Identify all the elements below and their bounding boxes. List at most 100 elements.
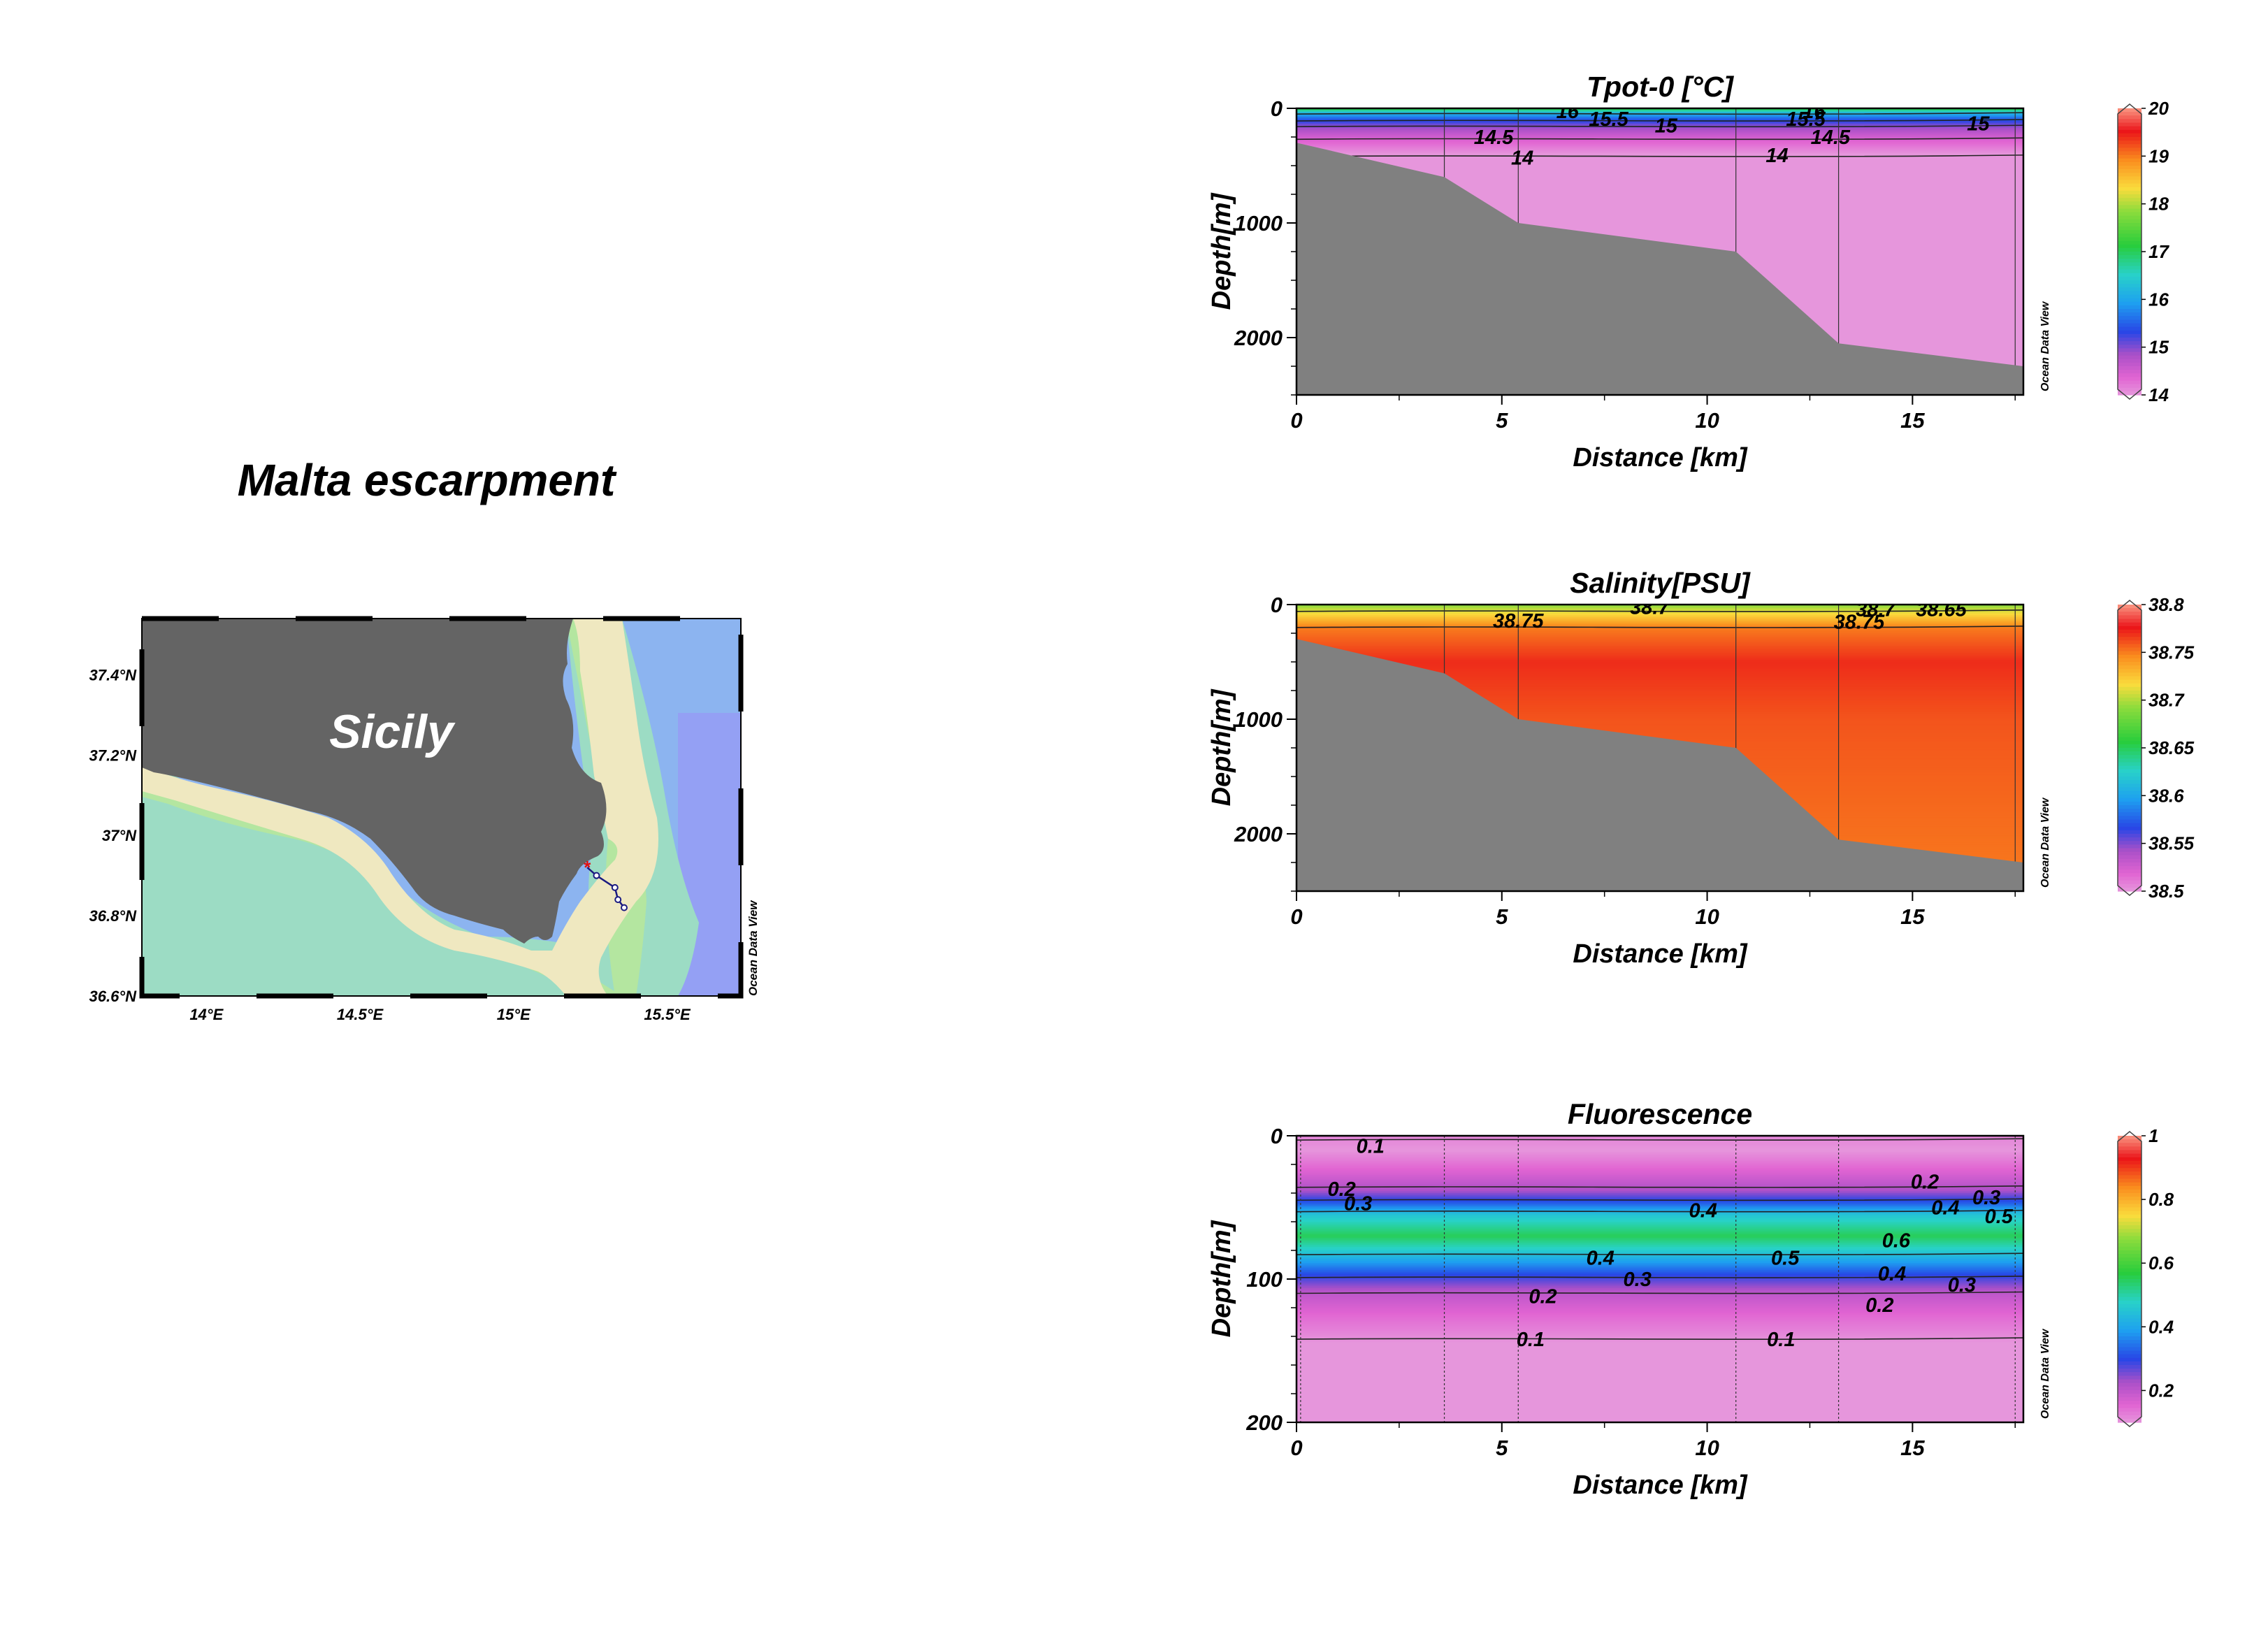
colorbar-swatch xyxy=(2118,887,2141,892)
colorbar-swatch xyxy=(2118,1271,2141,1276)
field-band xyxy=(1296,1388,2023,1391)
field-band xyxy=(1296,178,2023,181)
colorbar-swatch xyxy=(2118,158,2141,163)
field-band xyxy=(1296,1348,2023,1352)
field-band xyxy=(1296,714,2023,716)
field-band xyxy=(1296,1143,2023,1146)
colorbar-swatch xyxy=(2118,1354,2141,1359)
field-band xyxy=(1296,1313,2023,1315)
field-band xyxy=(1296,733,2023,736)
colorbar-swatch xyxy=(2118,137,2141,141)
field-band xyxy=(1296,169,2023,172)
colorbar-swatch xyxy=(2118,151,2141,156)
map-lat-tick: 37.2°N xyxy=(89,746,137,764)
colorbar-swatch xyxy=(2118,144,2141,148)
y-tick-label: 100 xyxy=(1246,1267,1283,1292)
colorbar-swatch xyxy=(2118,640,2141,644)
field-band xyxy=(1296,237,2023,240)
field-band xyxy=(1296,1402,2023,1405)
field-band xyxy=(1296,708,2023,711)
x-tick-label: 5 xyxy=(1496,904,1508,929)
contour-label: 38.65 xyxy=(1916,599,1967,621)
colorbar-swatch xyxy=(2118,837,2141,842)
field-band xyxy=(1296,190,2023,194)
colorbar-swatch xyxy=(2118,1168,2141,1172)
colorbar-tick-label: 38.5 xyxy=(2148,881,2184,902)
contour-label: 14 xyxy=(1765,145,1788,167)
field-band xyxy=(1296,149,2023,152)
field-band xyxy=(1296,1287,2023,1290)
field-band xyxy=(1296,233,2023,236)
colorbar-swatch xyxy=(2118,284,2141,288)
field-band xyxy=(1296,1395,2023,1398)
colorbar-swatch xyxy=(2118,726,2141,730)
field-band xyxy=(1296,701,2023,704)
field-band xyxy=(1296,1194,2023,1197)
colorbar-swatch xyxy=(2118,751,2141,756)
field-band xyxy=(1296,1329,2023,1331)
colorbar-swatch xyxy=(2118,212,2141,217)
colorbar-swatch xyxy=(2118,1293,2141,1298)
field-band xyxy=(1296,1184,2023,1187)
y-axis-label: Depth[m] xyxy=(1207,192,1236,310)
colorbar-swatch xyxy=(2118,1197,2141,1201)
colorbar-swatch xyxy=(2118,784,2141,788)
x-tick-label: 0 xyxy=(1290,408,1302,433)
colorbar-swatch xyxy=(2118,683,2141,688)
field-band xyxy=(1296,730,2023,732)
field-band xyxy=(1296,1415,2023,1417)
field-band xyxy=(1296,1376,2023,1378)
colorbar-swatch xyxy=(2118,1386,2141,1391)
colorbar-swatch xyxy=(2118,758,2141,763)
contour-label: 0.4 xyxy=(1931,1197,1959,1220)
field-band xyxy=(1296,723,2023,725)
field-band xyxy=(1296,616,2023,620)
field-band xyxy=(1296,628,2023,630)
colorbar-swatch xyxy=(2118,1261,2141,1266)
colorbar-swatch xyxy=(2118,348,2141,353)
field-band xyxy=(1296,1280,2023,1283)
colorbar-swatch xyxy=(2118,330,2141,335)
field-band xyxy=(1296,1193,2023,1196)
colorbar-tick-label: 38.65 xyxy=(2148,737,2195,758)
field-band xyxy=(1296,1392,2023,1394)
field-band xyxy=(1296,606,2023,609)
field-band xyxy=(1296,173,2023,175)
colorbar-swatch xyxy=(2118,194,2141,198)
y-tick-label: 2000 xyxy=(1234,822,1283,846)
x-tick-label: 15 xyxy=(1900,904,1925,929)
contour-label: 0.3 xyxy=(1624,1269,1652,1291)
colorbar-swatch xyxy=(2118,1146,2141,1151)
map-lat-ticks: 37.4°N 37.2°N 37°N 36.8°N 36.6°N xyxy=(89,666,137,1005)
field-band xyxy=(1296,1238,2023,1241)
colorbar-swatch xyxy=(2118,748,2141,752)
colorbar: 38.8 38.75 38.7 38.65 38.6 38.55 38.5 xyxy=(2117,594,2195,902)
colorbar-swatch xyxy=(2118,309,2141,313)
colorbar-swatch xyxy=(2118,1347,2141,1352)
colorbar-swatch xyxy=(2118,1329,2141,1334)
colorbar-swatch xyxy=(2118,712,2141,716)
colorbar-swatch xyxy=(2118,287,2141,291)
field-band xyxy=(1296,660,2023,663)
contour-label: 0.2 xyxy=(1911,1171,1939,1194)
colorbar-outline xyxy=(2117,103,2142,400)
field-band xyxy=(1296,1277,2023,1280)
contour-label: 16 xyxy=(1803,101,1826,123)
contour-label: 0.5 xyxy=(1985,1206,2014,1228)
colorbar: 20 19 18 17 16 15 14 xyxy=(2117,98,2169,405)
colorbar-swatch xyxy=(2118,848,2141,853)
field-band xyxy=(1296,1257,2023,1260)
field-band xyxy=(1296,676,2023,679)
colorbar-swatch xyxy=(2118,1297,2141,1301)
colorbar-swatch xyxy=(2118,805,2141,809)
field-band xyxy=(1296,1250,2023,1253)
field-band xyxy=(1296,1225,2023,1228)
colorbar-swatch xyxy=(2118,1322,2141,1327)
colorbar-swatch xyxy=(2118,701,2141,706)
colorbar-swatch xyxy=(2118,715,2141,720)
colorbar-swatch xyxy=(2118,1382,2141,1387)
map-lat-tick: 37.4°N xyxy=(89,666,137,684)
field-band xyxy=(1296,1361,2023,1364)
field-band xyxy=(1296,692,2023,695)
field-band xyxy=(1296,651,2023,654)
